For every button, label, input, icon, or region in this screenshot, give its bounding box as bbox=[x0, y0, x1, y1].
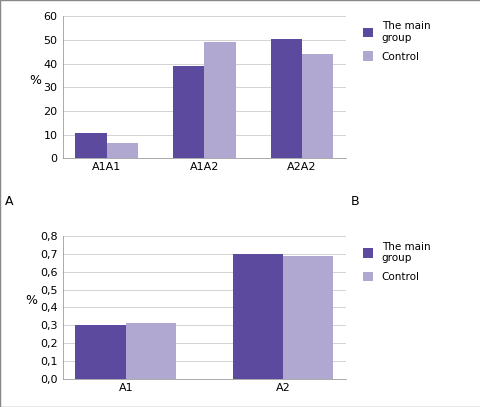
Y-axis label: %: % bbox=[29, 74, 41, 88]
Legend: The main
group, Control: The main group, Control bbox=[362, 22, 430, 61]
Legend: The main
group, Control: The main group, Control bbox=[362, 242, 430, 282]
Bar bbox=[270, 39, 301, 158]
Bar bbox=[75, 133, 107, 158]
Text: B: B bbox=[350, 195, 359, 208]
Bar bbox=[125, 324, 176, 379]
Bar bbox=[283, 256, 333, 379]
Bar bbox=[301, 54, 333, 158]
Bar bbox=[232, 254, 283, 379]
Bar bbox=[107, 143, 138, 158]
Y-axis label: %: % bbox=[25, 295, 37, 307]
Bar bbox=[173, 66, 204, 158]
Text: A: A bbox=[5, 195, 13, 208]
Bar bbox=[75, 325, 125, 379]
Bar bbox=[204, 42, 235, 158]
